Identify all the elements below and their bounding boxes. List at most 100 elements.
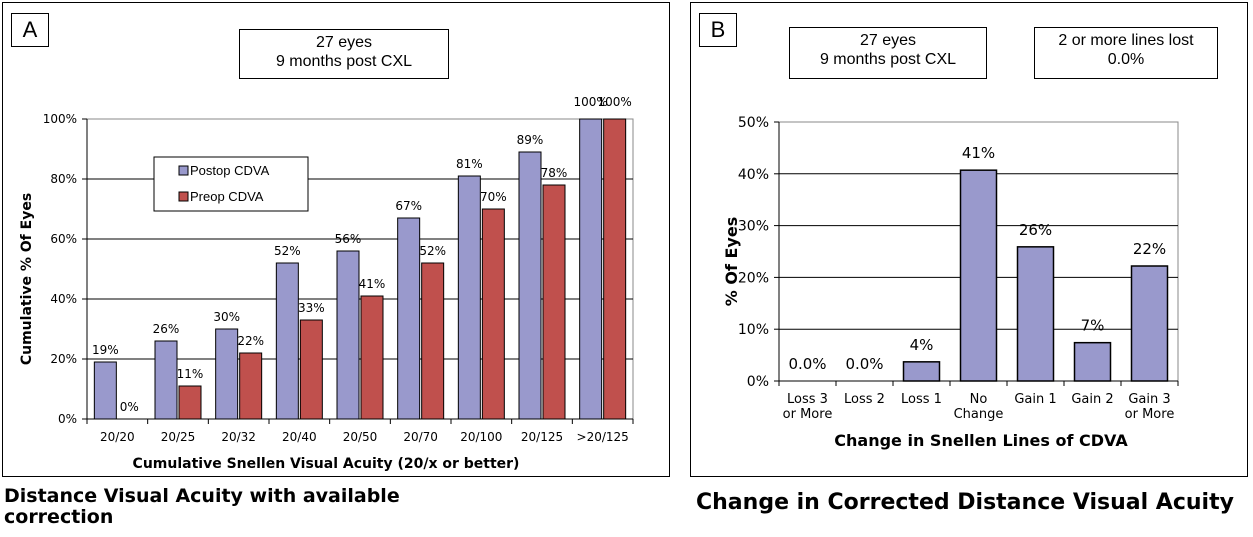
legend-label-postop: Postop CDVA: [190, 163, 270, 178]
xtick-label-a: 20/32: [221, 430, 256, 444]
postop-data-label: 30%: [213, 310, 240, 324]
postop-data-label: 56%: [335, 232, 362, 246]
panel-a-letter: A: [11, 13, 49, 47]
preop-bar: [481, 208, 505, 420]
preop-data-label: 22%: [237, 334, 264, 348]
postop-data-label: 67%: [395, 199, 422, 213]
postop-bar: [154, 340, 178, 420]
postop-data-label: 26%: [153, 322, 180, 336]
postop-bar: [275, 262, 299, 420]
legend-label-preop: Preop CDVA: [190, 189, 264, 204]
ytick-label-a: 40%: [50, 292, 77, 306]
xtick-label-a: 20/40: [282, 430, 317, 444]
ytick-label-a: 0%: [58, 412, 77, 426]
xtick-label-b: or More: [783, 407, 833, 422]
xtick-label-a: >20/125: [577, 430, 629, 444]
xtick-label-b: Loss 1: [901, 392, 942, 407]
ytick-label-a: 60%: [50, 232, 77, 246]
postop-data-label: 89%: [517, 133, 544, 147]
xtick-label-a: 20/20: [100, 430, 135, 444]
change-data-label: 41%: [962, 144, 995, 162]
preop-bar: [603, 118, 627, 420]
postop-data-label: 52%: [274, 244, 301, 258]
panel-b: B 27 eyes 9 months post CXL 2 or more li…: [690, 2, 1248, 477]
xtick-label-a: 20/25: [161, 430, 196, 444]
caption-b: Change in Corrected Distance Visual Acui…: [696, 490, 1234, 515]
postop-data-label: 100%: [574, 95, 608, 109]
preop-bar: [299, 319, 323, 420]
xtick-label-b: Gain 2: [1071, 392, 1113, 407]
x-axis-title-a: Cumulative Snellen Visual Acuity (20/x o…: [133, 456, 520, 472]
y-axis-title-b: % Of Eyes: [722, 217, 741, 306]
panel-b-info-line2: 9 months post CXL: [819, 51, 957, 68]
y-axis-title-a: Cumulative % Of Eyes: [19, 193, 35, 365]
change-bar: [902, 361, 941, 382]
lines-lost-value: 0.0%: [1107, 51, 1145, 68]
ytick-label-b: 20%: [738, 270, 769, 286]
change-data-label: 0.0%: [845, 355, 883, 373]
preop-data-label: 11%: [177, 367, 204, 381]
xtick-label-a: 20/50: [343, 430, 378, 444]
preop-bar: [421, 262, 445, 420]
panel-a-info-line1: 27 eyes: [315, 34, 373, 51]
preop-data-label: 70%: [480, 190, 507, 204]
caption-a: Distance Visual Acuity with available co…: [4, 486, 400, 528]
postop-bar: [93, 361, 117, 420]
caption-a-line2: correction: [4, 506, 114, 528]
ytick-label-b: 40%: [738, 167, 769, 183]
chart-a: 0% 20% 40% 60% 80% 100% 20/20 19% 0% 20/25 26% 11% 2…: [19, 95, 634, 472]
panel-a-info-box: 27 eyes 9 months post CXL: [239, 29, 449, 79]
preop-bar: [178, 385, 202, 420]
postop-bar: [336, 250, 360, 420]
preop-bar: [239, 352, 263, 420]
ytick-label-a: 80%: [50, 172, 77, 186]
ytick-label-b: 30%: [738, 219, 769, 235]
lines-lost-label: 2 or more lines lost: [1058, 32, 1194, 49]
postop-bar: [215, 328, 239, 420]
postop-bar: [397, 217, 421, 420]
lines-lost-box: 2 or more lines lost 0.0%: [1034, 27, 1218, 79]
panel-b-info-box: 27 eyes 9 months post CXL: [789, 27, 987, 79]
change-bar: [1016, 246, 1055, 382]
postop-bar: [518, 151, 542, 420]
xtick-label-b: Gain 3: [1128, 392, 1170, 407]
legend-swatch-preop: [178, 191, 189, 202]
panel-b-info-line1: 27 eyes: [859, 32, 917, 49]
xtick-label-a: 20/70: [403, 430, 438, 444]
preop-bar: [360, 295, 384, 420]
change-data-label: 7%: [1081, 317, 1105, 335]
preop-data-label: 41%: [359, 277, 386, 291]
ytick-label-b: 10%: [738, 322, 769, 338]
change-data-label: 22%: [1133, 240, 1166, 258]
preop-data-label: 33%: [298, 301, 325, 315]
postop-bar: [457, 175, 481, 420]
xtick-label-b: Change: [954, 407, 1004, 422]
change-bar: [1073, 341, 1112, 382]
caption-a-line1: Distance Visual Acuity with available: [4, 485, 400, 507]
ytick-label-b: 50%: [738, 115, 769, 131]
ytick-label-b: 0%: [747, 374, 769, 390]
legend-a: Postop CDVA Preop CDVA: [153, 156, 309, 212]
legend-swatch-postop: [178, 165, 189, 176]
change-data-label: 26%: [1019, 221, 1052, 239]
xtick-label-b: Loss 2: [844, 392, 885, 407]
xtick-label-b: Loss 3: [787, 392, 828, 407]
preop-data-label: 100%: [598, 95, 632, 109]
preop-bar: [542, 184, 566, 420]
panel-a: A 27 eyes 9 months post CXL 0% 20% 40% 60% 8…: [2, 2, 670, 477]
ytick-label-a: 20%: [50, 352, 77, 366]
preop-data-label: 78%: [541, 166, 568, 180]
postop-bar: [579, 118, 603, 420]
ytick-label-a: 100%: [43, 112, 77, 126]
xtick-label-b: or More: [1125, 407, 1175, 422]
postop-data-label: 19%: [92, 343, 119, 357]
xtick-label-a: 20/100: [460, 430, 502, 444]
x-axis-title-b: Change in Snellen Lines of CDVA: [834, 431, 1128, 450]
preop-data-label: 52%: [419, 244, 446, 258]
xtick-label-b: Gain 1: [1014, 392, 1056, 407]
xtick-label-b: No: [970, 392, 988, 407]
change-data-label: 0.0%: [788, 355, 826, 373]
preop-data-label: 0%: [120, 400, 139, 414]
xtick-label-a: 20/125: [521, 430, 563, 444]
